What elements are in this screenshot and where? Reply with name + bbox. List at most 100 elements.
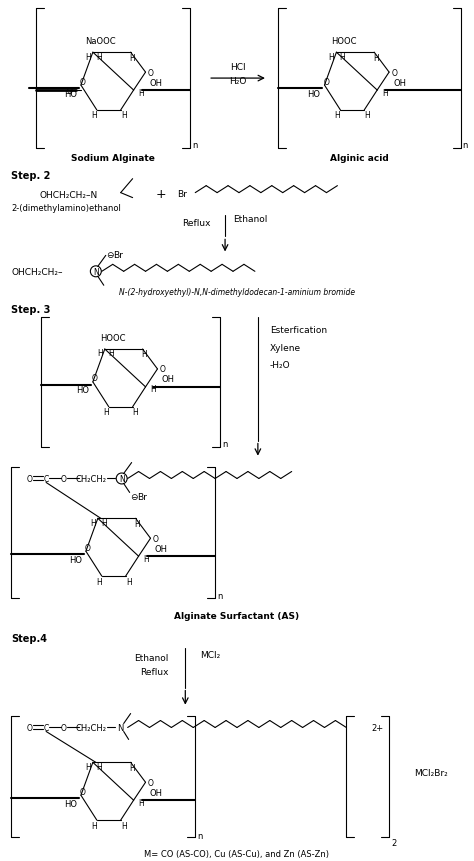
- Text: OH: OH: [149, 788, 163, 796]
- Text: HO: HO: [308, 90, 320, 98]
- Text: -H₂O: -H₂O: [270, 361, 291, 370]
- Text: HCl: HCl: [230, 63, 246, 71]
- Text: H: H: [85, 53, 91, 62]
- Text: NaOOC: NaOOC: [85, 37, 116, 46]
- Text: C: C: [44, 723, 49, 732]
- Text: H: H: [151, 385, 156, 393]
- Text: H: H: [139, 89, 145, 97]
- Text: H: H: [85, 762, 91, 771]
- Text: O: O: [92, 374, 98, 383]
- Text: H: H: [90, 518, 96, 527]
- Text: HOOC: HOOC: [332, 37, 357, 46]
- Text: OH: OH: [149, 78, 163, 88]
- Text: HO: HO: [64, 799, 77, 808]
- Text: O: O: [391, 69, 397, 77]
- Text: O: O: [26, 723, 32, 732]
- Text: H: H: [121, 111, 127, 121]
- Text: Ethanol: Ethanol: [233, 214, 267, 224]
- Text: Step. 2: Step. 2: [11, 170, 51, 181]
- Text: N: N: [118, 723, 124, 732]
- Text: 2-(dimethylamino)ethanol: 2-(dimethylamino)ethanol: [11, 204, 121, 213]
- Text: O: O: [67, 86, 73, 96]
- Text: H: H: [365, 111, 370, 121]
- Text: 2+: 2+: [371, 723, 383, 732]
- Text: CH₂CH₂: CH₂CH₂: [75, 723, 106, 732]
- Text: HO: HO: [64, 90, 77, 98]
- Text: 2: 2: [391, 838, 396, 846]
- Text: H: H: [139, 798, 145, 807]
- Text: N: N: [93, 268, 99, 276]
- Text: H: H: [91, 111, 97, 121]
- Text: H₂O: H₂O: [229, 77, 246, 85]
- Text: Reflux: Reflux: [140, 667, 168, 677]
- Text: O: O: [26, 474, 32, 483]
- Text: H: H: [96, 762, 102, 771]
- Text: H: H: [97, 349, 103, 358]
- Text: H: H: [103, 408, 109, 417]
- Text: Sodium Alginate: Sodium Alginate: [71, 154, 155, 163]
- Text: Br: Br: [177, 190, 187, 199]
- Text: O: O: [160, 365, 165, 374]
- Text: Step. 3: Step. 3: [11, 305, 51, 315]
- Text: O: O: [61, 474, 67, 483]
- Text: Alginic acid: Alginic acid: [330, 154, 389, 163]
- Text: H: H: [108, 349, 114, 358]
- Text: M= CO (AS-CO), Cu (AS-Cu), and Zn (AS-Zn): M= CO (AS-CO), Cu (AS-Cu), and Zn (AS-Zn…: [145, 850, 329, 858]
- Text: Alginate Surfactant (AS): Alginate Surfactant (AS): [174, 611, 300, 621]
- Text: n: n: [463, 141, 468, 150]
- Text: H: H: [335, 111, 340, 121]
- Text: n: n: [217, 591, 222, 600]
- Text: H: H: [135, 519, 140, 528]
- Text: +: +: [155, 188, 166, 201]
- Text: HOOC: HOOC: [100, 333, 126, 342]
- Text: O: O: [147, 69, 154, 77]
- Text: N: N: [119, 474, 125, 483]
- Text: O: O: [147, 777, 154, 787]
- Text: CH₂CH₂: CH₂CH₂: [75, 474, 106, 483]
- Text: O: O: [80, 787, 86, 796]
- Text: H: H: [339, 53, 345, 62]
- Text: H: H: [101, 518, 107, 527]
- Text: H: H: [328, 53, 334, 62]
- Text: H: H: [382, 89, 388, 97]
- Text: O: O: [85, 543, 91, 552]
- Text: OH: OH: [393, 78, 406, 88]
- Text: O: O: [153, 534, 158, 543]
- Text: OH: OH: [155, 544, 167, 553]
- Text: O: O: [61, 723, 67, 732]
- Text: H: H: [144, 554, 149, 563]
- Text: OH: OH: [162, 375, 174, 384]
- Text: H: H: [142, 350, 147, 359]
- Text: H: H: [121, 821, 127, 830]
- Text: Br: Br: [113, 251, 123, 259]
- Text: MCl₂: MCl₂: [200, 651, 220, 660]
- Text: Reflux: Reflux: [182, 219, 210, 228]
- Text: HO: HO: [69, 555, 82, 564]
- Text: OHCH₂CH₂–: OHCH₂CH₂–: [11, 268, 63, 276]
- Text: N-(2-hydroxyethyl)-N,N-dimethyldodecan-1-aminium bromide: N-(2-hydroxyethyl)-N,N-dimethyldodecan-1…: [119, 288, 355, 296]
- Text: Step.4: Step.4: [11, 633, 47, 643]
- Text: H: H: [374, 53, 379, 63]
- Text: H: H: [96, 53, 102, 62]
- Text: ⊖: ⊖: [106, 251, 113, 259]
- Text: OHCH₂CH₂–N: OHCH₂CH₂–N: [39, 191, 98, 200]
- Text: Br: Br: [137, 492, 146, 501]
- Text: H: H: [130, 53, 136, 63]
- Text: n: n: [222, 440, 228, 449]
- Text: Xylene: Xylene: [270, 343, 301, 352]
- Text: n: n: [192, 141, 198, 150]
- Text: H: H: [96, 577, 102, 585]
- Text: H: H: [133, 408, 138, 417]
- Text: H: H: [91, 821, 97, 830]
- Text: Esterfication: Esterfication: [270, 325, 327, 334]
- Text: H: H: [126, 577, 131, 585]
- Text: Ethanol: Ethanol: [134, 653, 168, 662]
- Text: n: n: [197, 831, 202, 839]
- Text: HO: HO: [76, 386, 89, 395]
- Text: O: O: [80, 77, 86, 86]
- Text: C: C: [44, 474, 49, 483]
- Text: MCl₂Br₂: MCl₂Br₂: [414, 768, 448, 777]
- Text: H: H: [130, 763, 136, 772]
- Text: O: O: [324, 77, 329, 86]
- Text: ⊖: ⊖: [130, 492, 137, 501]
